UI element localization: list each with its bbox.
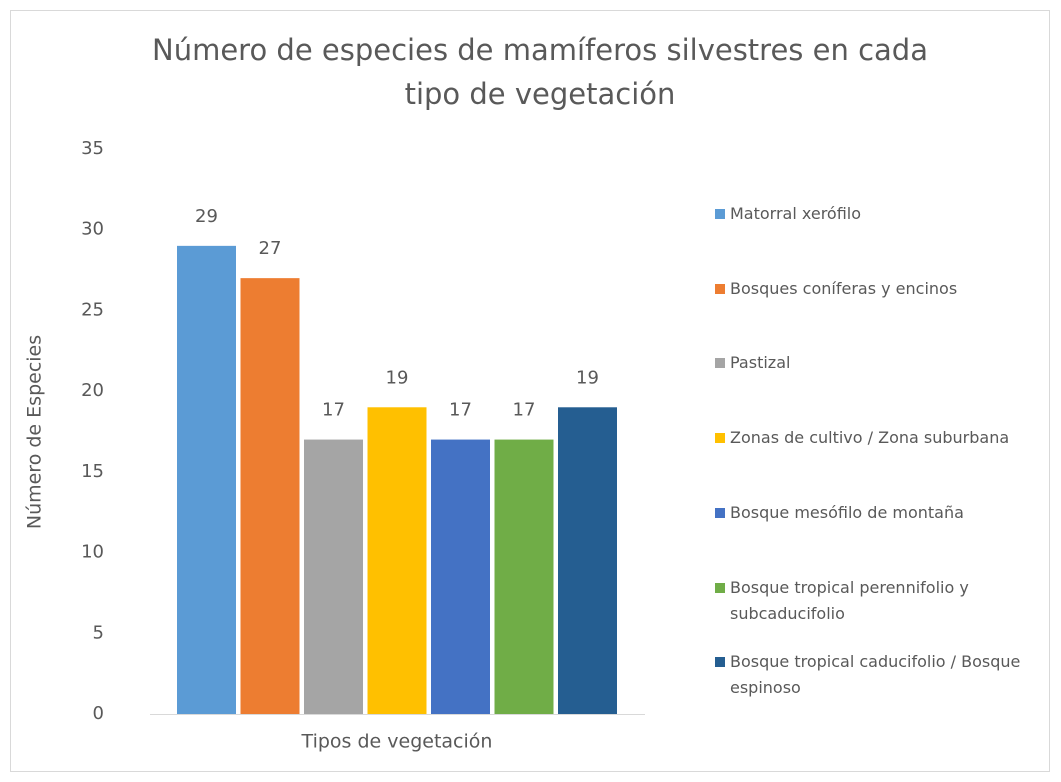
data-label: 17 xyxy=(322,400,345,421)
y-tick-label: 0 xyxy=(93,703,104,724)
legend-label: Matorral xerófilo xyxy=(730,204,862,223)
y-tick-label: 30 xyxy=(81,219,104,240)
bar xyxy=(431,439,490,714)
legend-swatch xyxy=(715,283,725,294)
data-label: 19 xyxy=(386,367,409,388)
y-tick-label: 20 xyxy=(81,380,104,401)
x-axis-label: Tipos de vegetación xyxy=(301,731,493,753)
legend-entry: Bosque tropical caducifolio / Bosque esp… xyxy=(715,649,1050,701)
bar xyxy=(494,439,554,714)
legend-entry: Matorral xerófilo xyxy=(715,201,1050,227)
legend-label: Bosque tropical caducifolio / Bosque esp… xyxy=(730,652,1021,698)
legend-entry: Zonas de cultivo / Zona suburbana xyxy=(715,425,1050,451)
bar xyxy=(177,245,236,714)
y-tick-label: 25 xyxy=(81,299,104,320)
y-axis-label: Número de Especies xyxy=(24,335,46,529)
chart-title: Número de especies de mamíferos silvestr… xyxy=(152,33,928,111)
legend-swatch xyxy=(715,358,725,369)
legend-swatch xyxy=(715,433,725,444)
legend-label: Bosques coníferas y encinos xyxy=(730,278,958,298)
legend-entry: Bosques coníferas y encinos xyxy=(715,276,1050,302)
legend-entry: Bosque tropical perennifolio y subcaduci… xyxy=(715,575,1050,627)
legend-entry: Bosque mesófilo de montaña xyxy=(715,500,1050,526)
y-tick-label: 35 xyxy=(81,138,104,159)
legend-label: Zonas de cultivo / Zona suburbana xyxy=(730,428,1010,448)
bar xyxy=(240,278,300,714)
title-box: Número de especies de mamíferos silvestr… xyxy=(152,33,928,111)
bar xyxy=(558,407,617,714)
bar xyxy=(304,439,363,714)
y-tick-label: 10 xyxy=(81,542,104,563)
y-tick-label: 5 xyxy=(93,622,104,643)
data-label: 19 xyxy=(576,367,599,388)
legend-swatch xyxy=(715,209,725,219)
legend-swatch xyxy=(715,507,725,518)
legend-label: Bosque mesófilo de montaña xyxy=(730,502,964,522)
legend-entry: Pastizal xyxy=(715,350,1050,376)
data-label: 27 xyxy=(259,238,282,259)
data-label: 29 xyxy=(195,206,218,227)
bar xyxy=(367,407,427,714)
y-tick-label: 15 xyxy=(81,461,104,482)
data-label: 17 xyxy=(449,400,472,421)
legend-swatch xyxy=(715,657,725,668)
data-label: 17 xyxy=(513,400,536,421)
legend-swatch xyxy=(715,582,725,593)
legend-label: Pastizal xyxy=(730,353,791,373)
legend-label: Bosque tropical perennifolio y subcaduci… xyxy=(730,577,969,623)
